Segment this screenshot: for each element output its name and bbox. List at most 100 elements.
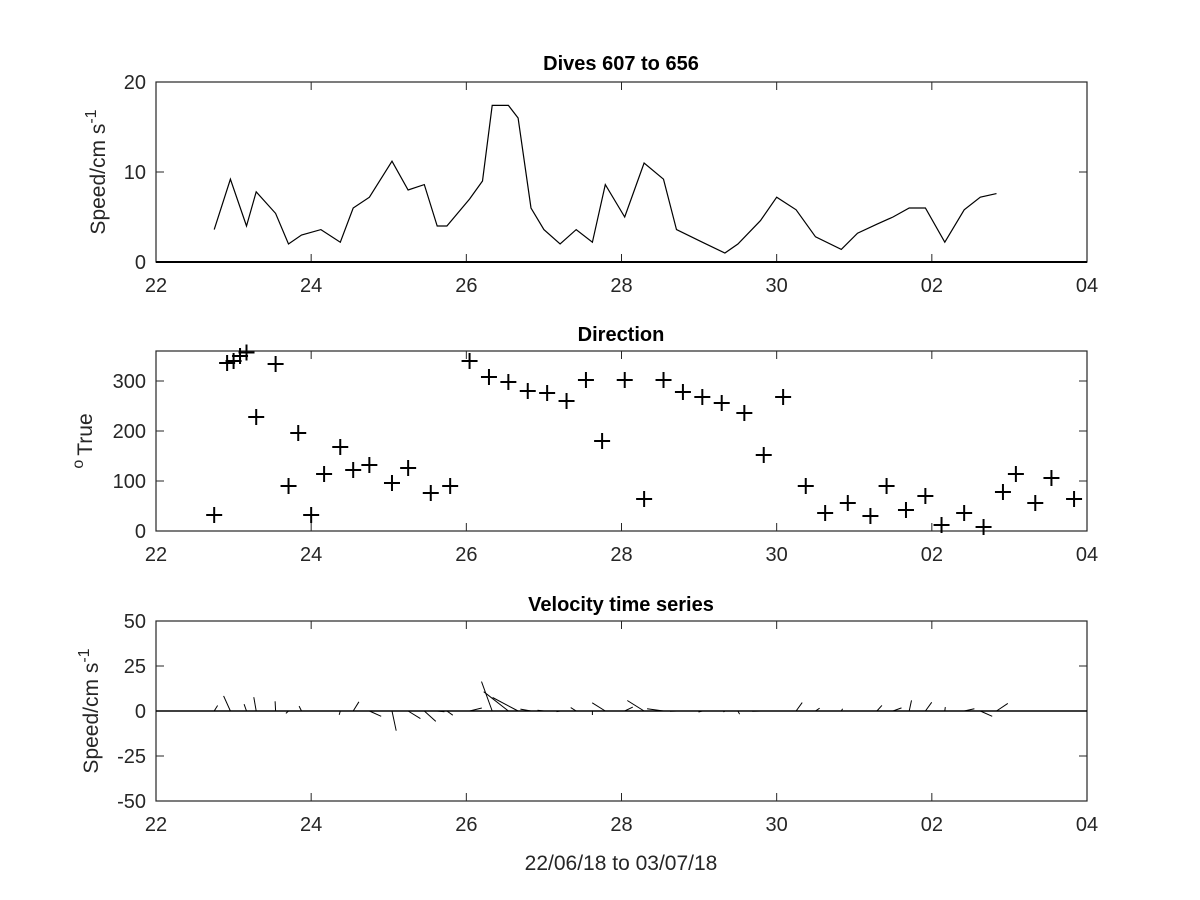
velocity-x-tick-label: 02	[921, 814, 943, 836]
velocity-stick	[647, 708, 664, 712]
velocity-stick	[253, 697, 257, 712]
velocity-y-tick-label: 50	[124, 611, 146, 633]
velocity-y-tick-label: -50	[117, 791, 146, 813]
velocity-y-tick-label: 0	[135, 701, 146, 723]
speed-y-tick-label: 10	[124, 162, 146, 184]
velocity-stick	[924, 702, 933, 712]
velocity-stick	[908, 700, 912, 712]
direction-point	[713, 395, 730, 411]
velocity-stick	[815, 707, 820, 712]
velocity-stick	[964, 708, 975, 712]
velocity-stick	[274, 701, 277, 712]
direction-point	[636, 491, 653, 507]
speed-y-axis-label: Speed/cm s-1	[83, 109, 110, 234]
direction-point	[206, 507, 223, 523]
direction-point	[674, 384, 691, 400]
direction-point	[280, 478, 297, 494]
speed-x-tick-label: 04	[1076, 275, 1098, 297]
direction-point	[539, 385, 556, 401]
direction-point	[232, 348, 249, 364]
direction-point	[994, 484, 1011, 500]
direction-point	[917, 488, 934, 504]
velocity-x-tick-label: 22	[145, 814, 167, 836]
direction-point	[519, 383, 536, 399]
direction-point	[267, 356, 284, 372]
velocity-stick	[944, 707, 946, 712]
direction-point	[839, 495, 856, 511]
velocity-y-axis-label: Speed/cm s-1	[76, 648, 103, 773]
velocity-panel-title: Velocity time series	[528, 594, 714, 616]
direction-point	[655, 372, 672, 388]
speed-y-tick-label: 0	[135, 252, 146, 274]
velocity-stick	[483, 691, 509, 712]
direction-point	[956, 505, 973, 521]
velocity-stick	[338, 710, 341, 715]
direction-point	[219, 355, 236, 371]
velocity-stick	[298, 705, 302, 712]
velocity-stick	[556, 710, 561, 713]
velocity-stick	[980, 710, 993, 717]
speed-y-tick-label: 20	[124, 72, 146, 94]
direction-point	[817, 505, 834, 521]
velocity-x-axis-label: 22/06/18 to 03/07/18	[525, 852, 718, 875]
direction-x-tick-label: 30	[766, 544, 788, 566]
direction-point	[303, 507, 320, 523]
direction-y-tick-label: 200	[113, 421, 146, 443]
velocity-x-tick-label: 26	[455, 814, 477, 836]
direction-point	[577, 372, 594, 388]
speed-panel-title: Dives 607 to 656	[543, 53, 699, 75]
velocity-y-tick-label: 25	[124, 656, 146, 678]
velocity-stick	[737, 710, 741, 715]
velocity-stick	[243, 704, 247, 712]
velocity-panel: Velocity time series 22 24 26 28 30 02 04 50 25 0…	[76, 594, 1098, 875]
speed-panel: Dives 607 to 656 22 24 26 28 30 02 04 0 10 20 Spe…	[83, 53, 1098, 297]
velocity-stick	[446, 710, 454, 716]
direction-x-tick-label: 02	[921, 544, 943, 566]
velocity-x-tick-label: 24	[300, 814, 322, 836]
direction-point	[694, 389, 711, 405]
direction-point	[461, 353, 478, 369]
direction-point	[558, 393, 575, 409]
velocity-stick	[591, 702, 606, 712]
direction-point	[383, 475, 400, 491]
velocity-stick	[223, 695, 231, 712]
direction-point	[361, 457, 378, 473]
direction-point	[480, 369, 497, 385]
velocity-stick	[481, 681, 493, 712]
direction-point	[1066, 491, 1083, 507]
velocity-stick	[996, 702, 1009, 712]
direction-panel-title: Direction	[578, 324, 665, 346]
velocity-stick	[492, 697, 519, 712]
direction-point	[1043, 470, 1060, 486]
speed-x-tick-label: 30	[766, 275, 788, 297]
direction-point	[933, 517, 950, 533]
direction-point	[797, 478, 814, 494]
direction-point	[975, 519, 992, 535]
direction-point	[422, 485, 439, 501]
direction-plot-area	[155, 350, 1088, 532]
velocity-stick	[537, 709, 544, 712]
velocity-stick	[840, 708, 844, 712]
direction-point	[897, 502, 914, 518]
direction-point	[1027, 495, 1044, 511]
direction-y-tick-label: 300	[113, 371, 146, 393]
direction-point	[248, 409, 265, 425]
direction-x-tick-label: 22	[145, 544, 167, 566]
velocity-stick	[352, 701, 360, 712]
velocity-stick	[892, 707, 902, 712]
direction-point	[500, 374, 517, 390]
direction-point	[594, 433, 611, 449]
direction-y-tick-label: 100	[113, 471, 146, 493]
velocity-stick	[213, 705, 219, 712]
velocity-stick	[437, 710, 445, 713]
direction-y-tick-label: 0	[135, 521, 146, 543]
velocity-stick	[876, 705, 883, 712]
velocity-x-tick-label: 04	[1076, 814, 1098, 836]
direction-point	[862, 508, 879, 524]
direction-y-axis-label: oTrue	[70, 413, 97, 468]
direction-point	[616, 372, 633, 388]
speed-series-line	[213, 104, 997, 254]
velocity-stick	[570, 707, 577, 712]
velocity-stick	[698, 710, 703, 713]
